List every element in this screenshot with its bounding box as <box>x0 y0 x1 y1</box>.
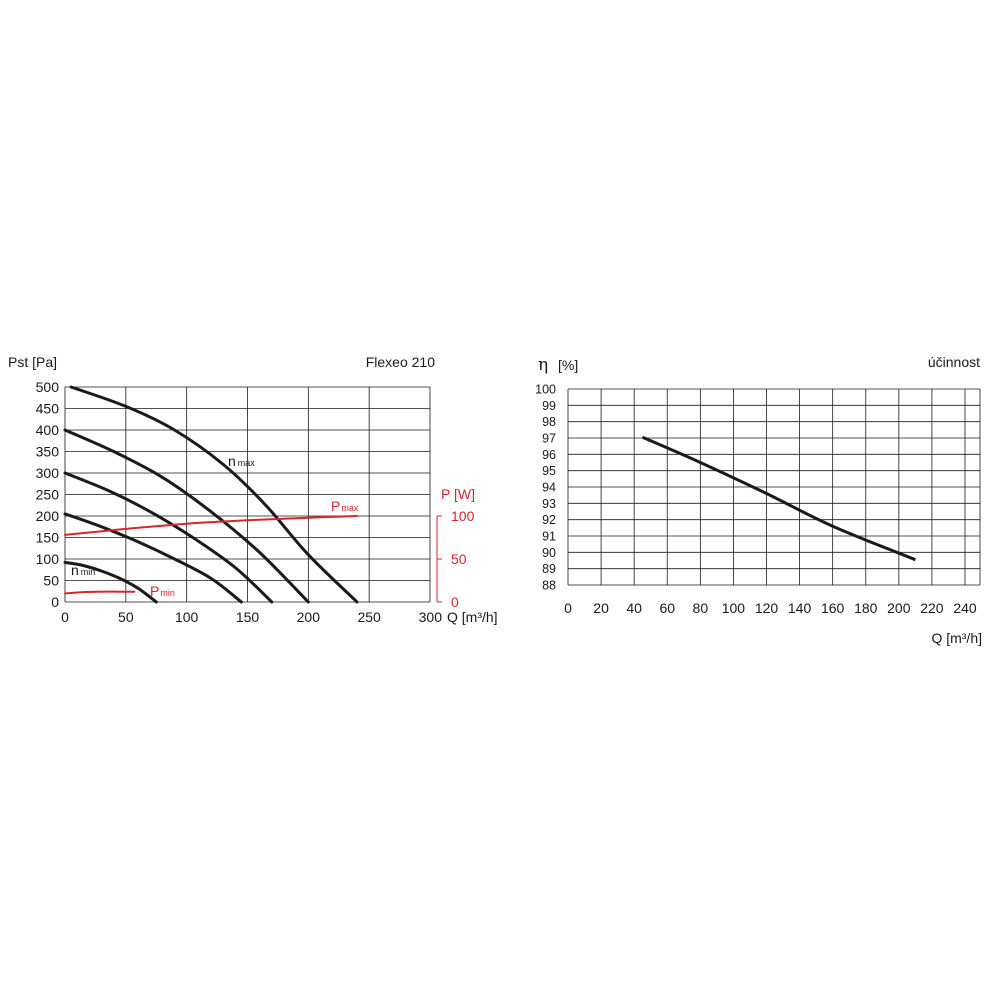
y-tick-label: 500 <box>36 379 60 395</box>
right-grid <box>567 388 981 586</box>
y-tick-label: 92 <box>542 513 556 527</box>
x-tick-label: 0 <box>61 609 69 625</box>
n-min-label: n min <box>71 562 95 578</box>
x-tick-label: 240 <box>953 600 977 616</box>
flexeo-chart: Pst [Pa] Flexeo 210 0 50 100 150 200 250 300 35… <box>8 354 498 625</box>
y-tick-label: 100 <box>535 383 556 397</box>
pressure-curve-0 <box>69 385 359 604</box>
x-tick-label: 60 <box>659 600 675 616</box>
x-tick-label: 180 <box>854 600 878 616</box>
pressure-curve-3 <box>63 512 243 604</box>
y-tick-label: 98 <box>542 415 556 429</box>
y-tick-label: 50 <box>43 573 59 589</box>
right-x-axis-label: Q [m³/h] <box>931 630 982 646</box>
x-tick-label: 150 <box>236 609 260 625</box>
y-tick-label: 400 <box>36 422 60 438</box>
right-x-ticks: 0 20 40 60 80 100 120 140 160 180 200 220 240 <box>564 600 977 616</box>
y-tick-label: 99 <box>542 399 556 413</box>
p-min-label: Pmin <box>150 583 175 599</box>
x-tick-label: 300 <box>419 609 443 625</box>
x-tick-label: 200 <box>297 609 321 625</box>
x-tick-label: 250 <box>357 609 381 625</box>
x-tick-label: 40 <box>626 600 642 616</box>
y-tick-label: 95 <box>542 464 556 478</box>
left-chart-title: Flexeo 210 <box>366 354 435 370</box>
left-series <box>63 385 359 604</box>
pressure-curve-4 <box>63 560 158 604</box>
pressure-curve-1 <box>63 428 310 604</box>
y-tick-label: 150 <box>36 530 60 546</box>
y-tick-label: 250 <box>36 487 60 503</box>
x-tick-label: 0 <box>564 600 572 616</box>
power-curve-5 <box>64 515 358 536</box>
efficiency-line-0 <box>641 435 916 562</box>
n-max-label: n max <box>228 453 255 469</box>
y-tick-label: 94 <box>542 481 556 495</box>
y-tick-label: 91 <box>542 530 556 544</box>
y2-tick-label: 50 <box>451 551 467 567</box>
right-series <box>641 435 916 562</box>
left-y-ticks: 0 50 100 150 200 250 300 350 400 450 500 <box>36 379 60 610</box>
left-y-axis-label: Pst [Pa] <box>8 354 57 370</box>
y-tick-label: 97 <box>542 432 556 446</box>
x-tick-label: 80 <box>693 600 709 616</box>
x-tick-label: 20 <box>593 600 609 616</box>
right-chart-title: účinnost <box>928 354 980 370</box>
y-tick-label: 200 <box>36 508 60 524</box>
x-tick-label: 200 <box>887 600 911 616</box>
x-tick-label: 100 <box>175 609 199 625</box>
power-curve-6 <box>64 590 136 595</box>
y-tick-label: 350 <box>36 444 60 460</box>
y-tick-label: 450 <box>36 401 60 417</box>
y-tick-label: 88 <box>542 579 556 593</box>
x-tick-label: 220 <box>920 600 944 616</box>
x-tick-label: 100 <box>722 600 746 616</box>
y2-axis-label: P [W] <box>441 486 475 502</box>
p-max-label: Pmax <box>331 498 359 514</box>
y2-tick-label: 0 <box>451 594 459 610</box>
right-y-axis-symbol: η <box>538 355 548 375</box>
y-tick-label: 93 <box>542 497 556 511</box>
efficiency-chart: η [%] účinnost 88 89 90 91 92 93 94 95 96 97 98 99 1… <box>535 354 982 646</box>
x-tick-label: 140 <box>788 600 812 616</box>
x-tick-label: 50 <box>118 609 134 625</box>
y-tick-label: 100 <box>36 551 60 567</box>
right-y-axis-unit: [%] <box>558 357 578 373</box>
left-y2-ticks: 0 50 100 <box>451 508 475 610</box>
x-tick-label: 120 <box>755 600 779 616</box>
y-tick-label: 90 <box>542 546 556 560</box>
y-tick-label: 96 <box>542 448 556 462</box>
left-x-ticks: 0 50 100 150 200 250 300 <box>61 609 442 625</box>
y-tick-label: 0 <box>51 594 59 610</box>
left-x-axis-label: Q [m³/h] <box>447 609 498 625</box>
x-tick-label: 160 <box>821 600 845 616</box>
y-tick-label: 300 <box>36 465 60 481</box>
right-y-ticks: 88 89 90 91 92 93 94 95 96 97 98 99 100 <box>535 383 556 593</box>
y-tick-label: 89 <box>542 562 556 576</box>
y2-tick-label: 100 <box>451 508 475 524</box>
